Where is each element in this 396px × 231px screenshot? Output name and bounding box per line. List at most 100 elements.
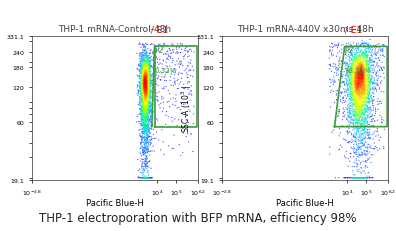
- Point: [360, 60, 367, 64]
- Point: [138, 89, 144, 93]
- Point: [361, 73, 367, 76]
- Point: [341, 155, 348, 158]
- Point: [148, 105, 154, 109]
- Point: [362, 97, 368, 100]
- Point: [141, 69, 147, 73]
- Point: [352, 176, 358, 180]
- Point: [143, 100, 149, 104]
- Point: [143, 76, 149, 80]
- Point: [355, 115, 362, 119]
- Point: [353, 96, 360, 99]
- Point: [144, 63, 150, 67]
- Point: [355, 92, 362, 96]
- Point: [362, 52, 368, 55]
- Point: [364, 105, 371, 109]
- Point: [138, 84, 145, 88]
- Point: [164, 45, 170, 48]
- Point: [366, 109, 372, 112]
- Point: [142, 71, 148, 75]
- Point: [358, 97, 364, 101]
- Point: [359, 94, 365, 97]
- Point: [369, 176, 375, 180]
- Point: [347, 66, 353, 70]
- Point: [358, 106, 364, 110]
- Point: [358, 123, 364, 127]
- Point: [143, 87, 149, 90]
- Point: [355, 127, 362, 131]
- Point: [143, 64, 149, 67]
- Point: [356, 104, 362, 108]
- Point: [352, 64, 358, 68]
- Point: [337, 100, 344, 104]
- Point: [351, 72, 358, 76]
- Point: [329, 46, 336, 50]
- Point: [350, 85, 357, 89]
- Point: [147, 109, 153, 113]
- Point: [358, 70, 364, 73]
- Point: [157, 58, 163, 62]
- Point: [354, 122, 361, 125]
- Point: [141, 149, 147, 153]
- Point: [351, 96, 358, 100]
- Point: [142, 146, 148, 150]
- Point: [360, 122, 366, 126]
- Point: [361, 126, 367, 130]
- Point: [143, 102, 149, 106]
- Point: [140, 96, 146, 100]
- Point: [367, 88, 373, 92]
- Point: [137, 95, 143, 99]
- Point: [144, 146, 150, 149]
- Point: [144, 91, 150, 94]
- Point: [355, 148, 362, 152]
- Point: [149, 52, 156, 56]
- Point: [144, 61, 150, 64]
- Point: [141, 95, 148, 99]
- Point: [362, 116, 369, 120]
- Point: [359, 101, 366, 105]
- Point: [143, 125, 149, 129]
- Point: [346, 48, 353, 52]
- Point: [146, 91, 152, 95]
- Point: [358, 50, 364, 54]
- Point: [145, 96, 151, 100]
- Point: [356, 61, 362, 65]
- Point: [138, 82, 144, 85]
- Point: [137, 142, 144, 146]
- Point: [342, 176, 348, 180]
- Point: [139, 176, 145, 180]
- Point: [358, 61, 364, 64]
- Point: [356, 72, 362, 75]
- Point: [357, 59, 363, 62]
- Point: [332, 66, 339, 69]
- Point: [141, 68, 148, 71]
- Point: [344, 176, 350, 180]
- Point: [347, 88, 354, 91]
- Point: [344, 129, 350, 133]
- Point: [144, 82, 150, 85]
- Point: [360, 119, 366, 123]
- Point: [146, 100, 152, 103]
- Point: [141, 176, 147, 180]
- Point: [331, 76, 337, 79]
- Point: [141, 125, 148, 129]
- Point: [140, 65, 147, 69]
- Point: [365, 95, 371, 99]
- Point: [363, 64, 369, 68]
- Point: [145, 64, 151, 68]
- Point: [357, 108, 363, 112]
- Point: [357, 63, 363, 67]
- Point: [362, 110, 369, 114]
- Point: [146, 67, 152, 70]
- Point: [354, 119, 361, 123]
- Point: [344, 85, 350, 89]
- Point: [146, 71, 152, 75]
- Point: [350, 94, 356, 97]
- Point: [138, 78, 144, 82]
- Point: [358, 71, 364, 74]
- Point: [140, 103, 147, 106]
- Point: [356, 67, 363, 70]
- Point: [347, 81, 354, 85]
- Point: [147, 83, 153, 87]
- Point: [144, 117, 150, 121]
- Point: [360, 76, 366, 80]
